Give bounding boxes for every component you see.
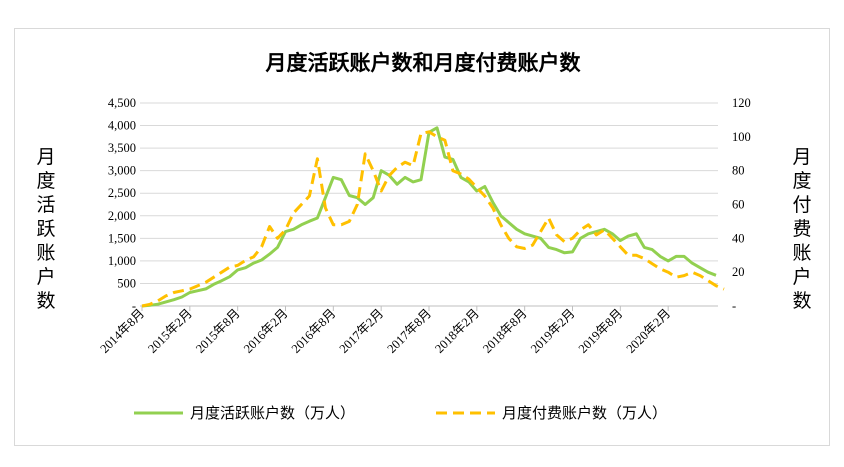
y-left-tick-label: 3,000 — [108, 164, 136, 178]
y-left-tick-label: 500 — [117, 276, 136, 290]
y-left-tick-label: 3,500 — [108, 141, 136, 155]
y-axis-right-label: 月度付费账户数 — [792, 146, 811, 312]
y-right-tick-label: 80 — [732, 164, 745, 178]
y-left-tick-label: 2,500 — [108, 186, 136, 200]
y-left-label-char: 跃 — [36, 218, 55, 240]
y-left-label-char: 账 — [36, 242, 55, 264]
series-layer — [141, 126, 725, 308]
y-right-tick-label: 40 — [732, 231, 745, 245]
y-right-label-char: 付 — [792, 194, 811, 216]
x-tick-label: 2017年8月 — [384, 306, 434, 356]
x-tick-label: 2016年8月 — [289, 306, 339, 356]
x-tick-label: 2014年8月 — [97, 306, 147, 356]
x-tick-label: 2016年2月 — [241, 306, 291, 356]
x-tick-label: 2018年2月 — [432, 306, 482, 356]
x-tick-label: 2019年2月 — [528, 306, 578, 356]
y-left-tick-label: 1,500 — [108, 231, 136, 245]
y-left-label-char: 户 — [36, 266, 55, 288]
y-left-tick-label: 4,000 — [108, 119, 136, 133]
x-tick-label: 2018年8月 — [480, 306, 530, 356]
chart-frame — [14, 28, 830, 446]
y-right-tick-label: 60 — [732, 198, 745, 212]
grid-layer — [140, 102, 718, 284]
x-tick-label: 2020年2月 — [624, 306, 674, 356]
y-right-tick-label: - — [732, 299, 736, 313]
y-right-label-char: 账 — [792, 242, 811, 264]
y-axis-left-label: 月度活跃账户数 — [36, 146, 55, 312]
y-right-label-char: 费 — [792, 218, 811, 240]
chart-title: 月度活跃账户数和月度付费账户数 — [265, 50, 582, 75]
y-right-label-char: 数 — [792, 290, 811, 312]
y-left-label-char: 活 — [36, 194, 55, 216]
y-left-label-char: 度 — [36, 170, 55, 192]
legend-label-active-accounts: 月度活跃账户数（万人） — [190, 404, 355, 422]
y-right-label-char: 度 — [792, 170, 811, 192]
y-right-tick-label: 100 — [732, 130, 751, 144]
x-tick-label: 2019年8月 — [576, 306, 626, 356]
y-left-label-char: 数 — [36, 290, 55, 312]
y-right-tick-label: 20 — [732, 265, 745, 279]
y-right-label-char: 户 — [792, 266, 811, 288]
y-left-tick-label: 4,500 — [108, 96, 136, 110]
legend: 月度活跃账户数（万人） 月度付费账户数（万人） — [134, 404, 667, 422]
legend-label-paying-accounts: 月度付费账户数（万人） — [502, 404, 667, 422]
y-right-label-char: 月 — [792, 146, 811, 168]
series-line-active-accounts — [141, 126, 717, 308]
x-tick-label: 2017年2月 — [337, 306, 387, 356]
y-left-tick-label: - — [132, 299, 136, 313]
y-right-tick-label: 120 — [732, 96, 751, 110]
axis-layer: - 500 1,000 1,500 2,000 2,500 3,000 3,500 4,000 4… — [97, 96, 750, 356]
y-left-tick-label: 1,000 — [108, 254, 136, 268]
x-tick-label: 2015年2月 — [145, 306, 195, 356]
y-left-label-char: 月 — [36, 146, 55, 168]
series-line-paying-accounts — [141, 130, 725, 308]
y-left-tick-label: 2,000 — [108, 209, 136, 223]
x-tick-label: 2015年8月 — [193, 306, 243, 356]
